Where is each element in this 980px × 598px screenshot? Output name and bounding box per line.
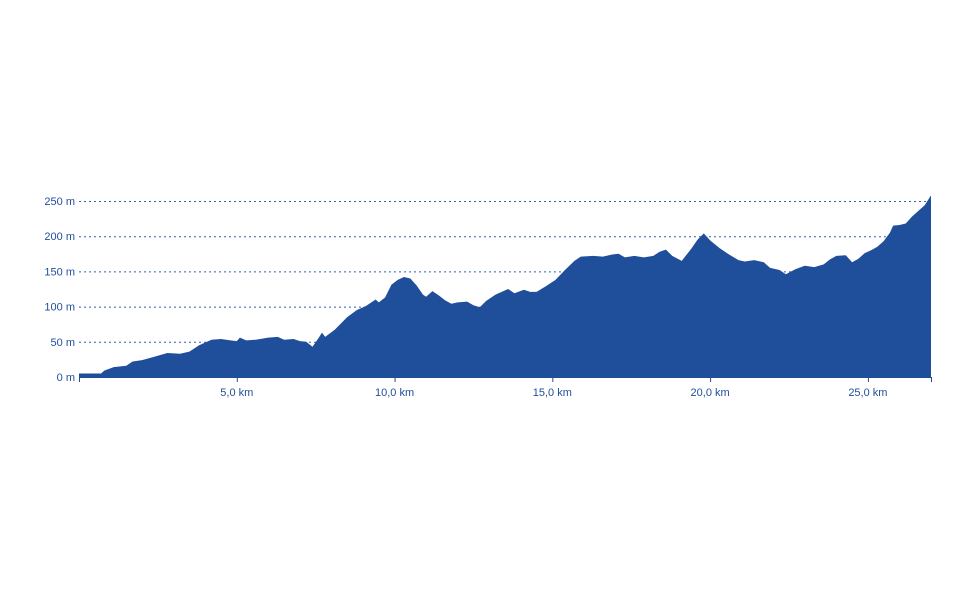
x-axis: 5,0 km 10,0 km 15,0 km 20,0 km 25,0 km	[79, 377, 932, 399]
x-tick-label: 25,0 km	[848, 387, 887, 399]
x-tick-label: 10,0 km	[375, 387, 414, 399]
x-tick-label: 5,0 km	[220, 387, 253, 399]
y-tick-label: 150 m	[44, 266, 75, 278]
y-tick-label: 50 m	[51, 337, 75, 349]
elevation-area	[79, 195, 931, 377]
y-tick-label: 0 m	[57, 372, 75, 384]
y-tick-label: 250 m	[44, 196, 75, 208]
y-axis: 0 m 50 m 100 m 150 m 200 m 250 m	[44, 196, 75, 384]
y-tick-label: 100 m	[44, 302, 75, 314]
x-tick-label: 20,0 km	[691, 387, 730, 399]
x-tick-label: 15,0 km	[533, 387, 572, 399]
y-tick-label: 200 m	[44, 231, 75, 243]
